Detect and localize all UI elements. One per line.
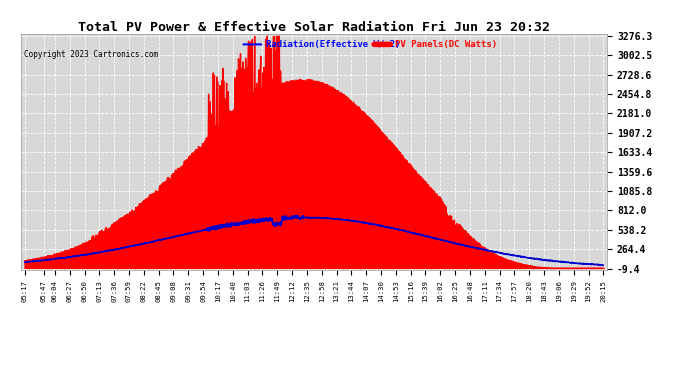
Text: Radiation(Effective W/m2): Radiation(Effective W/m2) [266,40,400,49]
Text: Copyright 2023 Cartronics.com: Copyright 2023 Cartronics.com [23,50,158,59]
Text: PV Panels(DC Watts): PV Panels(DC Watts) [395,40,497,49]
Title: Total PV Power & Effective Solar Radiation Fri Jun 23 20:32: Total PV Power & Effective Solar Radiati… [78,21,550,34]
